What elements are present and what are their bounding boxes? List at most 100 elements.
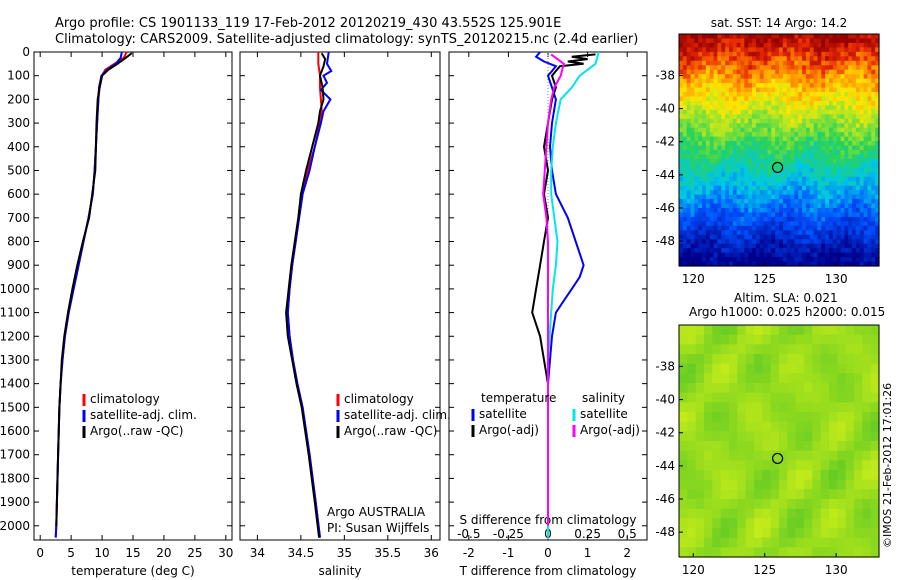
heatmap-cell [704,537,713,548]
heatmap-cell [748,100,753,106]
plot-frame [239,51,441,541]
heatmap-cell [782,47,788,53]
heatmap-cell [790,261,795,267]
heatmap-cell [794,34,799,40]
heatmap-cell [702,87,707,93]
heatmap-cell [690,230,695,236]
heatmap-cell [795,344,805,355]
heatmap-cell [825,158,830,164]
heatmap-cell [690,92,695,98]
heatmap-cell [782,92,788,98]
heatmap-cell [732,100,738,106]
heatmap-cell [837,334,847,345]
heatmap-cell [740,185,745,191]
heatmap-cell [698,167,703,173]
heatmap-cell [732,199,738,205]
heatmap-cell [786,105,792,111]
heatmap-cell [836,212,842,218]
heatmap-cell [825,118,830,124]
heatmap-cell [690,225,695,231]
heatmap-cell [821,145,826,151]
heatmap-cell [855,132,861,138]
heatmap-cell [767,96,772,102]
heatmap-cell [779,508,788,519]
heatmap-cell [737,363,747,374]
heatmap-cell [695,508,705,519]
heatmap-cell [802,92,807,98]
heatmap-cell [782,87,788,93]
heatmap-cell [694,234,699,240]
heatmap-cell [794,51,799,57]
heatmap-cell [871,105,876,111]
heatmap-cell [748,69,753,75]
heatmap-cell [863,243,869,249]
heatmap-cell [802,83,807,89]
heatmap-cell [713,47,719,53]
heatmap-cell [744,230,749,236]
heatmap-cell [794,181,799,187]
heatmap-cell [721,190,726,196]
heatmap-cell [787,479,797,490]
heatmap-cell [863,234,869,240]
heatmap-cell [755,190,761,196]
heatmap-cell [686,92,692,98]
heatmap-cell [782,114,788,120]
heatmap-cell [698,74,703,80]
heatmap-cell [748,225,753,231]
heatmap-cell [840,154,845,160]
heatmap-cell [771,34,776,40]
heatmap-cell [794,203,799,209]
heatmap-cell [794,141,799,147]
heatmap-cell [698,190,703,196]
heatmap-cell [752,118,757,124]
heatmap-cell [820,547,830,558]
heatmap-cell [836,167,842,173]
heatmap-cell [809,83,815,89]
heatmap-cell [840,74,845,80]
heatmap-cell [817,132,822,138]
heatmap-cell [786,96,792,102]
heatmap-cell [705,132,711,138]
heatmap-cell [821,208,826,214]
heatmap-cell [775,136,780,142]
heatmap-cell [821,87,826,93]
heatmap-cell [702,105,707,111]
heatmap-cell [875,185,880,191]
heatmap-cell [679,373,688,384]
heatmap-cell [829,185,834,191]
heatmap-cell [686,172,692,178]
heatmap-cell [821,163,826,169]
heatmap-cell [813,87,819,93]
heatmap-cell [736,92,742,98]
heatmap-cell [759,203,765,209]
heatmap-cell [855,65,861,71]
heatmap-cell [740,34,745,40]
heatmap-cell [790,154,795,160]
heatmap-cell [771,203,776,209]
heatmap-cell [782,100,788,106]
heatmap-cell [794,163,799,169]
heatmap-cell [779,176,784,182]
heatmap-cell [809,69,815,75]
heatmap-cell [844,51,849,57]
y-tick-label: 800 [7,235,30,249]
heatmap-cell [798,145,803,151]
heatmap-cell [709,243,715,249]
heatmap-cell [820,392,830,403]
heatmap-cell [854,344,863,355]
heatmap-cell [686,78,692,84]
heatmap-cell [786,194,792,200]
heatmap-cell [832,208,838,214]
heatmap-cell [736,42,742,48]
heatmap-cell [863,158,869,164]
heatmap-cell [855,83,861,89]
heatmap-cell [767,78,772,84]
heatmap-cell [720,325,730,336]
heatmap-cell [775,78,780,84]
heatmap-cell [736,51,742,57]
heatmap-cell [752,96,757,102]
heatmap-cell [779,74,784,80]
y-tick-label: 300 [7,116,30,130]
heatmap-cell [729,167,734,173]
heatmap-cell [771,136,776,142]
